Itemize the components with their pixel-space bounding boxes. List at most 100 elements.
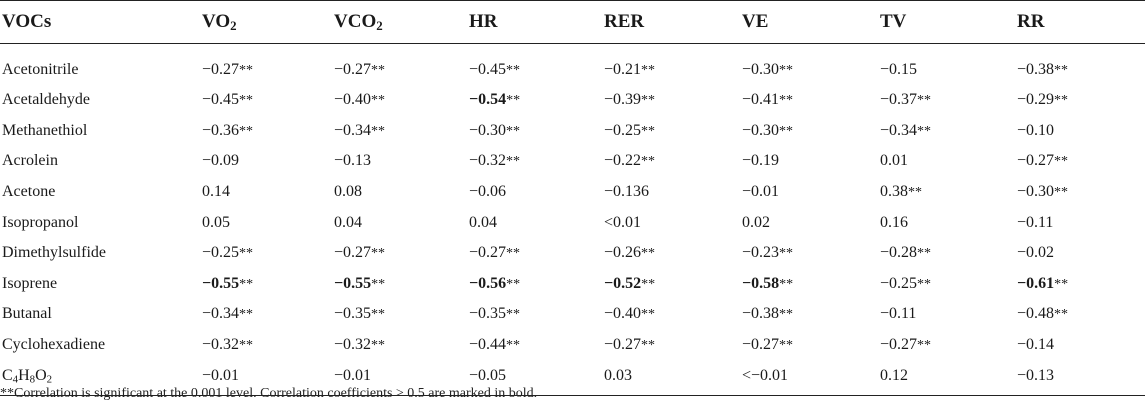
- voc-name: Dimethylsulfide: [2, 244, 106, 262]
- correlation-value: −0.55: [334, 274, 372, 292]
- correlation-value: 0.05: [202, 213, 230, 231]
- correlation-cell: −0.35**: [467, 299, 602, 330]
- significance-marker: **: [1054, 154, 1069, 170]
- column-header-label: VOCs: [2, 11, 52, 32]
- column-header: HR: [467, 0, 602, 44]
- correlation-cell: 0.12: [878, 360, 1015, 396]
- correlation-cell: −0.14: [1015, 330, 1145, 361]
- correlation-cell: −0.11: [878, 299, 1015, 330]
- correlation-cell: −0.27**: [467, 238, 602, 269]
- correlation-value: −0.23: [742, 244, 780, 262]
- column-header: TV: [878, 0, 1015, 44]
- correlation-value: −0.56: [469, 274, 507, 292]
- correlation-cell: <−0.01: [740, 360, 878, 396]
- voc-name-cell: Isopropanol: [0, 207, 200, 238]
- correlation-cell: −0.30**: [467, 116, 602, 147]
- correlation-cell: −0.34**: [878, 116, 1015, 147]
- correlation-value: −0.13: [1017, 366, 1055, 384]
- table-row: Acrolein −0.09 −0.13 −0.32** −0.22** −0.19 0.0…: [0, 146, 1145, 177]
- significance-marker: **: [506, 307, 521, 323]
- correlation-cell: 0.14: [200, 177, 332, 208]
- correlation-value: −0.55: [202, 274, 240, 292]
- correlation-cell: −0.34**: [332, 116, 467, 147]
- correlation-cell: −0.25**: [200, 238, 332, 269]
- correlation-value: 0.16: [880, 213, 908, 231]
- formula-element: O: [35, 366, 47, 384]
- correlation-value: −0.27: [334, 244, 372, 262]
- significance-marker: **: [917, 338, 932, 354]
- correlation-value: −0.34: [334, 121, 372, 139]
- correlation-value: −0.27: [469, 244, 507, 262]
- voc-name: Acrolein: [2, 152, 58, 170]
- significance-marker: **: [371, 338, 386, 354]
- voc-name-cell: Methanethiol: [0, 116, 200, 147]
- correlation-value: −0.40: [604, 305, 642, 323]
- significance-marker: **: [506, 276, 521, 292]
- correlation-cell: −0.58**: [740, 269, 878, 300]
- correlation-cell: −0.44**: [467, 330, 602, 361]
- correlation-cell: −0.38**: [740, 299, 878, 330]
- correlation-value: −0.01: [202, 366, 240, 384]
- correlation-cell: 0.03: [602, 360, 740, 396]
- correlation-value: 0.12: [880, 366, 908, 384]
- correlation-cell: −0.01: [332, 360, 467, 396]
- correlation-cell: −0.09: [200, 146, 332, 177]
- correlation-value: −0.136: [604, 183, 650, 201]
- correlation-value: 0.04: [469, 213, 497, 231]
- voc-name-cell: Acetaldehyde: [0, 85, 200, 116]
- correlation-cell: −0.34**: [200, 299, 332, 330]
- correlation-value: −0.27: [742, 336, 780, 354]
- correlation-cell: −0.27**: [602, 330, 740, 361]
- significance-marker: **: [371, 276, 386, 292]
- column-header-label: VE: [742, 11, 769, 32]
- correlation-cell: <0.01: [602, 207, 740, 238]
- correlation-cell: −0.35**: [332, 299, 467, 330]
- correlation-value: −0.48: [1017, 305, 1055, 323]
- voc-name-cell: Acetone: [0, 177, 200, 208]
- correlation-value: −0.27: [334, 60, 372, 78]
- significance-marker: **: [1054, 307, 1069, 323]
- correlation-value: −0.41: [742, 91, 780, 109]
- correlation-value: −0.27: [202, 60, 240, 78]
- significance-marker: **: [1054, 93, 1069, 109]
- correlation-cell: 0.01: [878, 146, 1015, 177]
- correlation-value: −0.05: [469, 366, 507, 384]
- correlation-value: −0.26: [604, 244, 642, 262]
- correlation-cell: −0.27**: [1015, 146, 1145, 177]
- correlation-cell: −0.11: [1015, 207, 1145, 238]
- column-header-label: RR: [1017, 11, 1045, 32]
- table-body: Acetonitrile −0.27** −0.27** −0.45** −0.21**…: [0, 44, 1145, 396]
- correlation-cell: −0.30**: [740, 116, 878, 147]
- column-header: VE: [740, 0, 878, 44]
- correlation-cell: −0.37**: [878, 85, 1015, 116]
- correlation-value: −0.30: [469, 121, 507, 139]
- significance-marker: **: [506, 338, 521, 354]
- significance-marker: **: [1054, 185, 1069, 201]
- correlation-value: 0.03: [604, 366, 632, 384]
- significance-marker: **: [506, 62, 521, 78]
- correlation-value: −0.27: [604, 336, 642, 354]
- correlation-value: −0.35: [334, 305, 372, 323]
- correlation-cell: −0.45**: [200, 85, 332, 116]
- correlation-cell: −0.25**: [878, 269, 1015, 300]
- correlation-cell: −0.22**: [602, 146, 740, 177]
- significance-marker: **: [371, 246, 386, 262]
- column-header-label: RER: [604, 11, 645, 32]
- significance-marker: **: [371, 307, 386, 323]
- correlation-value: −0.36: [202, 121, 240, 139]
- correlation-cell: −0.21**: [602, 44, 740, 86]
- significance-marker: **: [641, 276, 656, 292]
- voc-name-cell: Acetonitrile: [0, 44, 200, 86]
- significance-marker: **: [641, 123, 656, 139]
- significance-marker: **: [779, 123, 794, 139]
- column-header-label: VCO: [334, 11, 377, 32]
- correlation-cell: −0.05: [467, 360, 602, 396]
- correlation-cell: −0.27**: [332, 44, 467, 86]
- voc-name-cell: Isoprene: [0, 269, 200, 300]
- table-row: Cyclohexadiene −0.32** −0.32** −0.44** −0.27…: [0, 330, 1145, 361]
- correlation-cell: 0.05: [200, 207, 332, 238]
- column-header: VOCs: [0, 0, 200, 44]
- significance-marker: **: [371, 123, 386, 139]
- significance-marker: **: [779, 307, 794, 323]
